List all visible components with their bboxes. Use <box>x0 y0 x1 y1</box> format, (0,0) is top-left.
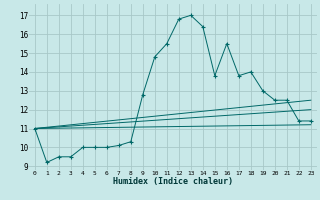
X-axis label: Humidex (Indice chaleur): Humidex (Indice chaleur) <box>113 177 233 186</box>
